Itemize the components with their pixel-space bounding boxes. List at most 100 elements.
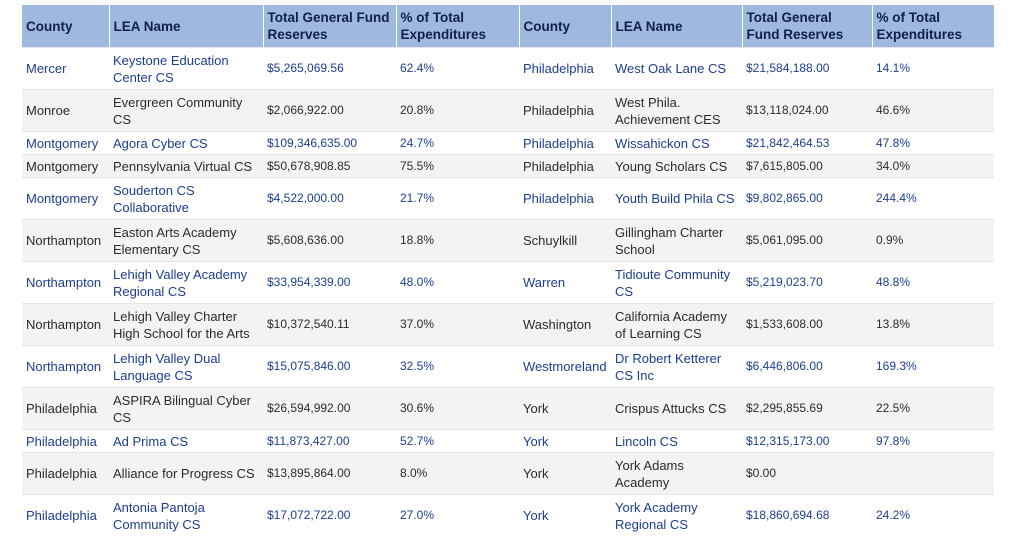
table-row: Northampton Lehigh Valley Charter High Sc… — [22, 303, 994, 346]
cell-reserves-right: $2,295,855.69 — [742, 387, 872, 430]
cell-lea-name-left: Lehigh Valley Academy Regional CS — [109, 261, 263, 304]
cell-reserves-right: $9,802,865.00 — [742, 177, 872, 220]
cell-county-left: Northampton — [22, 345, 109, 388]
cell-county-left: Monroe — [22, 89, 109, 132]
header-reserves-right: Total General Fund Reserves — [742, 5, 873, 48]
table-row: Montgomery Souderton CS Collaborative $4,5… — [22, 177, 994, 220]
cell-lea-name-left: Souderton CS Collaborative — [109, 177, 263, 220]
cell-lea-name-right: West Phila. Achievement CES — [611, 89, 742, 132]
header-pct-right: % of Total Expenditures — [872, 5, 995, 48]
cell-county-right: York — [519, 387, 611, 430]
cell-reserves-left: $15,075,846.00 — [263, 345, 396, 388]
cell-lea-name-left: Antonia Pantoja Community CS — [109, 494, 263, 536]
cell-county-right: Washington — [519, 303, 611, 346]
cell-reserves-right: $21,584,188.00 — [742, 47, 872, 90]
header-reserves-left: Total General Fund Reserves — [263, 5, 397, 48]
cell-reserves-right: $1,533,608.00 — [742, 303, 872, 346]
cell-reserves-right: $13,118,024.00 — [742, 89, 872, 132]
cell-pct-right: 97.8% — [872, 429, 994, 453]
cell-lea-name-right: Crispus Attucks CS — [611, 387, 742, 430]
cell-pct-left: 48.0% — [396, 261, 519, 304]
cell-county-left: Northampton — [22, 219, 109, 262]
cell-pct-right: 14.1% — [872, 47, 994, 90]
reserves-table-container: County LEA Name Total General Fund Reser… — [22, 5, 995, 536]
cell-lea-name-left: Ad Prima CS — [109, 429, 263, 453]
cell-reserves-left: $109,346,635.00 — [263, 131, 396, 155]
cell-pct-left: 52.7% — [396, 429, 519, 453]
cell-county-right: Warren — [519, 261, 611, 304]
cell-reserves-left: $50,678,908.85 — [263, 154, 396, 178]
cell-lea-name-left: ASPIRA Bilingual Cyber CS — [109, 387, 263, 430]
cell-county-right: Westmoreland — [519, 345, 611, 388]
cell-county-right: Schuylkill — [519, 219, 611, 262]
table-row: Northampton Lehigh Valley Academy Regiona… — [22, 261, 994, 304]
cell-pct-left: 24.7% — [396, 131, 519, 155]
header-lea-left: LEA Name — [109, 5, 264, 48]
header-row: County LEA Name Total General Fund Reser… — [22, 5, 995, 48]
cell-reserves-left: $4,522,000.00 — [263, 177, 396, 220]
table-row: Northampton Easton Arts Academy Elementar… — [22, 219, 994, 262]
cell-reserves-right: $0.00 — [742, 452, 872, 495]
cell-reserves-left: $17,072,722.00 — [263, 494, 396, 536]
cell-lea-name-right: West Oak Lane CS — [611, 47, 742, 90]
cell-lea-name-left: Pennsylvania Virtual CS — [109, 154, 263, 178]
cell-county-right: Philadelphia — [519, 154, 611, 178]
cell-county-left: Philadelphia — [22, 452, 109, 495]
cell-pct-right: 22.5% — [872, 387, 994, 430]
cell-reserves-right: $21,842,464.53 — [742, 131, 872, 155]
cell-lea-name-right: Tidioute Community CS — [611, 261, 742, 304]
table-row: Montgomery Pennsylvania Virtual CS $50,678… — [22, 154, 994, 178]
table-row: Monroe Evergreen Community CS $2,066,922.0… — [22, 89, 994, 132]
cell-lea-name-left: Lehigh Valley Dual Language CS — [109, 345, 263, 388]
cell-lea-name-right: Gillingham Charter School — [611, 219, 742, 262]
cell-pct-left: 37.0% — [396, 303, 519, 346]
cell-county-right: Philadelphia — [519, 177, 611, 220]
cell-lea-name-left: Easton Arts Academy Elementary CS — [109, 219, 263, 262]
table-row: Montgomery Agora Cyber CS $109,346,635.00 2… — [22, 131, 994, 155]
header-pct-left: % of Total Expenditures — [396, 5, 520, 48]
cell-pct-left: 8.0% — [396, 452, 519, 495]
cell-reserves-left: $13,895,864.00 — [263, 452, 396, 495]
cell-county-left: Montgomery — [22, 131, 109, 155]
cell-reserves-left: $26,594,992.00 — [263, 387, 396, 430]
cell-lea-name-right: California Academy of Learning CS — [611, 303, 742, 346]
header-county-left: County — [22, 5, 110, 48]
cell-lea-name-left: Keystone Education Center CS — [109, 47, 263, 90]
cell-lea-name-right: York Academy Regional CS — [611, 494, 742, 536]
cell-pct-left: 32.5% — [396, 345, 519, 388]
cell-county-left: Mercer — [22, 47, 109, 90]
cell-pct-left: 75.5% — [396, 154, 519, 178]
table-row: Philadelphia Ad Prima CS $11,873,427.00 52.… — [22, 429, 994, 453]
cell-county-left: Northampton — [22, 261, 109, 304]
cell-reserves-right: $5,219,023.70 — [742, 261, 872, 304]
cell-lea-name-left: Evergreen Community CS — [109, 89, 263, 132]
cell-lea-name-right: Young Scholars CS — [611, 154, 742, 178]
cell-county-left: Philadelphia — [22, 387, 109, 430]
cell-pct-right: 48.8% — [872, 261, 994, 304]
cell-pct-right: 24.2% — [872, 494, 994, 536]
cell-pct-left: 30.6% — [396, 387, 519, 430]
header-county-right: County — [519, 5, 612, 48]
cell-pct-left: 18.8% — [396, 219, 519, 262]
cell-reserves-right: $5,061,095.00 — [742, 219, 872, 262]
cell-pct-right: 47.8% — [872, 131, 994, 155]
cell-reserves-right: $12,315,173.00 — [742, 429, 872, 453]
cell-reserves-left: $10,372,540.11 — [263, 303, 396, 346]
cell-county-left: Northampton — [22, 303, 109, 346]
cell-county-right: Philadelphia — [519, 131, 611, 155]
cell-reserves-left: $33,954,339.00 — [263, 261, 396, 304]
table-row: Philadelphia Alliance for Progress CS $13,… — [22, 452, 994, 495]
cell-reserves-left: $11,873,427.00 — [263, 429, 396, 453]
cell-reserves-right: $18,860,694.68 — [742, 494, 872, 536]
cell-reserves-right: $6,446,806.00 — [742, 345, 872, 388]
cell-reserves-right: $7,615,805.00 — [742, 154, 872, 178]
table-row: Northampton Lehigh Valley Dual Language C… — [22, 345, 994, 388]
cell-county-right: Philadelphia — [519, 89, 611, 132]
cell-county-right: York — [519, 429, 611, 453]
cell-pct-left: 21.7% — [396, 177, 519, 220]
table-row: Philadelphia ASPIRA Bilingual Cyber CS $26… — [22, 387, 994, 430]
cell-county-right: York — [519, 452, 611, 495]
cell-pct-right: 13.8% — [872, 303, 994, 346]
cell-county-left: Montgomery — [22, 177, 109, 220]
cell-pct-right: 34.0% — [872, 154, 994, 178]
